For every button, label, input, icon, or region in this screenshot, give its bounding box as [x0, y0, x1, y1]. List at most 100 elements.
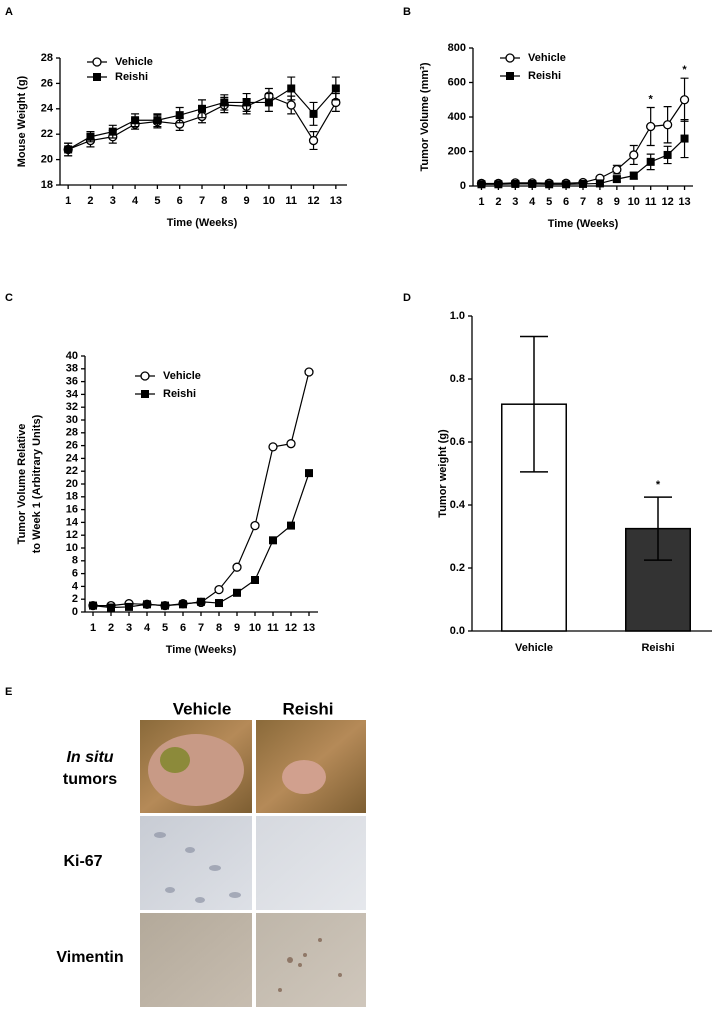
marker — [140, 371, 150, 381]
marker — [511, 179, 520, 188]
marker — [528, 179, 537, 188]
legend-label: Vehicle — [528, 52, 566, 64]
x-axis-label: Time (Weeks) — [167, 217, 238, 229]
panel-label: C — [5, 292, 13, 304]
y-tick-label: 600 — [448, 76, 466, 88]
y-tick-label: 34 — [66, 388, 79, 400]
y-tick-label: 38 — [66, 363, 78, 375]
legend-label: Vehicle — [115, 56, 153, 68]
x-tick-label: 2 — [495, 196, 501, 208]
x-tick-label: 8 — [216, 622, 222, 634]
marker — [64, 145, 73, 154]
y-tick-label: 18 — [66, 491, 78, 503]
x-tick-label: 5 — [546, 196, 552, 208]
y-tick-label: 4 — [72, 580, 79, 592]
row-label: tumors — [63, 771, 117, 788]
x-tick-label: 6 — [563, 196, 569, 208]
x-tick-label: 2 — [108, 622, 114, 634]
marker — [141, 390, 149, 398]
y-axis-label: to Week 1 (Arbitrary Units) — [31, 414, 43, 553]
x-tick-label: 8 — [221, 195, 227, 207]
marker — [214, 584, 224, 595]
y-tick-label: 26 — [66, 440, 78, 452]
x-tick-label: 9 — [234, 622, 240, 634]
tumor — [148, 734, 244, 806]
panel-label: E — [5, 686, 12, 698]
legend-label: Reishi — [115, 71, 148, 83]
marker — [506, 72, 514, 80]
marker — [612, 164, 622, 175]
marker — [242, 98, 251, 107]
x-tick-label: 9 — [614, 196, 620, 208]
marker — [305, 469, 313, 478]
marker — [175, 111, 184, 120]
marker — [93, 73, 101, 81]
row-label: Ki-67 — [63, 853, 102, 870]
x-tick-label: 2 — [87, 195, 93, 207]
y-tick-label: 10 — [66, 542, 78, 554]
x-tick-label: 11 — [645, 196, 657, 208]
marker — [286, 100, 296, 110]
marker — [477, 180, 486, 189]
y-axis-label: Mouse Weight (g) — [16, 75, 28, 167]
annotation: * — [682, 64, 687, 76]
x-tick-label: 4 — [144, 622, 151, 634]
x-axis-label: Time (Weeks) — [548, 218, 619, 230]
y-tick-label: 24 — [66, 452, 79, 464]
marker — [595, 179, 604, 188]
x-tick-label: 13 — [678, 196, 690, 208]
x-tick-label: 3 — [512, 196, 518, 208]
y-tick-label: 0.4 — [450, 499, 466, 511]
x-tick-label: 3 — [110, 195, 116, 207]
x-tick-label: 11 — [285, 195, 297, 207]
y-tick-label: 0.6 — [450, 436, 465, 448]
marker — [562, 180, 571, 189]
y-tick-label: 22 — [66, 465, 78, 477]
marker — [646, 157, 655, 166]
marker — [86, 132, 95, 141]
y-tick-label: 400 — [448, 111, 466, 123]
marker — [629, 171, 638, 180]
marker — [125, 602, 133, 611]
annotation: * — [649, 93, 654, 105]
y-tick-label: 0 — [72, 606, 78, 618]
marker — [220, 98, 229, 107]
marker — [612, 175, 621, 184]
panel-label: B — [403, 6, 411, 18]
y-tick-label: 14 — [66, 516, 79, 528]
marker — [680, 134, 689, 143]
x-tick-label: 10 — [263, 195, 275, 207]
y-tick-label: 0.8 — [450, 373, 465, 385]
x-tick-label: 1 — [65, 195, 71, 207]
ihc-image — [256, 816, 366, 910]
y-tick-label: 20 — [41, 154, 53, 166]
marker — [629, 150, 639, 160]
marker — [92, 57, 102, 67]
marker — [233, 588, 241, 597]
marker — [153, 116, 162, 125]
marker — [579, 179, 587, 188]
error-bar — [520, 335, 548, 473]
x-tick-label: 1 — [478, 196, 484, 208]
y-tick-label: 28 — [41, 52, 53, 64]
x-tick-label: 6 — [180, 622, 186, 634]
marker — [331, 84, 340, 93]
y-tick-label: 0 — [460, 180, 466, 192]
marker — [663, 150, 672, 159]
x-tick-label: 5 — [154, 195, 160, 207]
annotation: * — [656, 479, 661, 491]
x-tick-label: 6 — [177, 195, 183, 207]
x-tick-label: 3 — [126, 622, 132, 634]
marker — [161, 601, 169, 610]
marker — [308, 135, 319, 146]
x-tick-label: 7 — [580, 196, 586, 208]
tumor — [282, 760, 326, 794]
y-tick-label: 200 — [448, 145, 466, 157]
y-tick-label: 2 — [72, 593, 78, 605]
y-tick-label: 24 — [41, 103, 54, 115]
y-tick-label: 16 — [66, 504, 78, 516]
marker — [198, 104, 206, 113]
legend-label: Reishi — [163, 388, 196, 400]
x-tick-label: 8 — [597, 196, 603, 208]
